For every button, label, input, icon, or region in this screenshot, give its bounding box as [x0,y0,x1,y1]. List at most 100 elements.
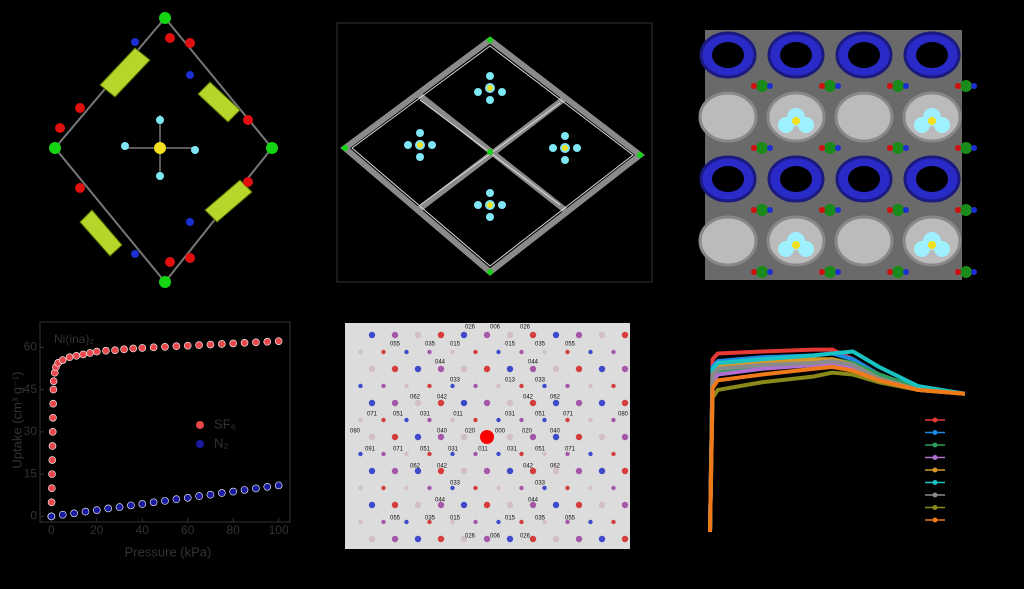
reflection [588,519,593,525]
guest-center [928,117,936,125]
reflection [404,485,409,491]
data-point [104,504,112,513]
reflection [427,417,432,423]
reflection-label: 015 [450,516,461,522]
reflection [496,349,501,355]
reflection [496,417,501,423]
reflection [575,535,583,543]
reflection [473,349,478,355]
guest-center [792,117,800,125]
reflection [460,365,468,373]
reflection-label: 033 [535,481,546,487]
reflection [565,485,570,491]
reflection [542,519,547,525]
data-point [48,442,57,450]
data-point [70,509,78,518]
reflection [506,433,514,441]
data-point [252,484,260,493]
reflection-label: 071 [393,447,404,453]
data-point [218,340,226,348]
pore-hole [712,166,744,192]
reflection-label: 015 [505,342,516,348]
reflection [565,417,570,423]
reflection [460,399,468,407]
reflection [575,467,583,475]
reflection [391,467,399,475]
reflection [542,349,547,355]
breakthrough-chart [708,347,966,533]
reflection [460,433,468,441]
reflection-label: 055 [390,516,401,522]
reflection-label: 035 [425,516,436,522]
reflection-label: 031 [420,412,431,418]
reflection [381,485,386,491]
reflection [427,485,432,491]
node [824,266,836,278]
reflection-label: 071 [367,412,378,418]
reflection [483,399,491,407]
reflection-label: 011 [478,447,488,453]
reflection [358,417,363,423]
reflection-label: 033 [450,378,461,384]
node-n [835,207,841,213]
reflection [519,485,524,491]
node-o [751,207,757,213]
legend-swatch-marker [932,442,938,448]
node-n [971,145,977,151]
reflection-label: 006 [490,325,501,331]
node [892,80,904,92]
reflection [575,399,583,407]
reflection [565,519,570,525]
y-tick-label: 0 [30,509,37,523]
node-o [819,269,825,275]
reflection [437,365,445,373]
chart-title: Ni(ina)₂ [54,332,94,346]
reflection [391,365,399,373]
legend-label: N₂ [214,435,228,450]
guest [914,241,930,257]
reflection-label: 042 [437,464,448,470]
pore-hole [848,166,880,192]
reflection [473,417,478,423]
reflection [496,519,501,525]
reflection [611,417,616,423]
reflection [542,451,547,457]
node-n [903,145,909,151]
reflection [414,433,422,441]
data-point [161,342,169,351]
reflection [519,451,524,457]
reflection-label: 031 [448,447,459,453]
reflection [611,519,616,525]
reflection [542,417,547,423]
reflection [460,535,468,543]
pore-hole [712,42,744,68]
pore [698,91,758,143]
reflection [483,467,491,475]
y-tick-label: 30 [24,424,38,438]
node-o [751,269,757,275]
node-o [819,207,825,213]
reflection-label: 013 [505,378,516,384]
reflection [552,331,560,339]
node-o [955,145,961,151]
guest [914,117,930,133]
reflection [483,331,491,339]
reflection [611,451,616,457]
reflection-label: 040 [437,429,448,435]
node-n [767,207,773,213]
node-n [835,83,841,89]
data-point [79,350,87,359]
data-point [65,353,74,362]
node-o [819,145,825,151]
reflection [519,383,524,389]
reflection [483,365,491,373]
reflection [473,451,478,457]
data-point [218,489,226,497]
x-tick-label: 0 [48,523,55,537]
reflection [529,501,537,509]
reflection [404,417,409,423]
node [824,204,836,216]
node-n [971,269,977,275]
data-point [86,349,94,357]
node [756,80,768,92]
